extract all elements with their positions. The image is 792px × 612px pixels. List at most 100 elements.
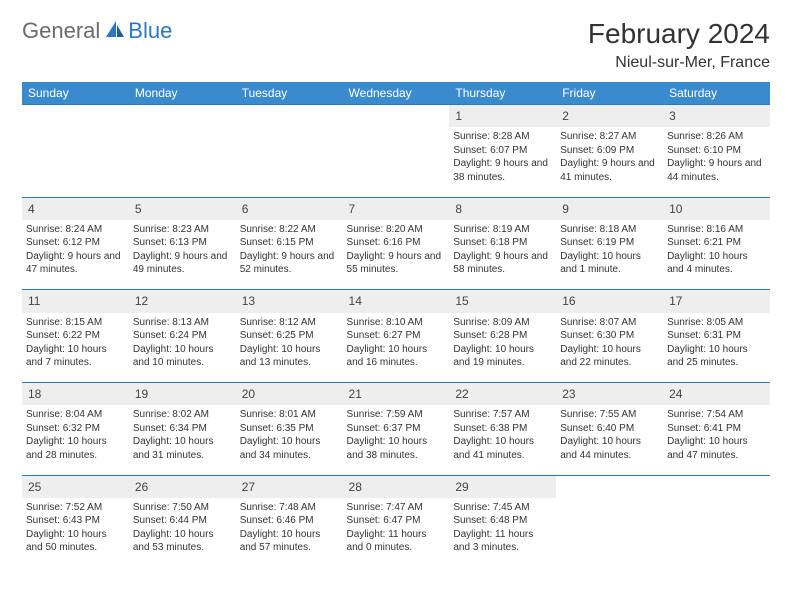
day-info-cell: Sunrise: 7:48 AMSunset: 6:46 PMDaylight:… xyxy=(236,498,343,568)
day-number-cell: 20 xyxy=(236,383,343,406)
day-number-cell: 21 xyxy=(343,383,450,406)
daylight-label: Daylight: 9 hours and 49 minutes. xyxy=(133,250,232,277)
daylight-label: Daylight: 10 hours and 19 minutes. xyxy=(453,343,552,370)
sunrise-label: Sunrise: 8:12 AM xyxy=(240,316,339,330)
day-info-cell xyxy=(236,127,343,197)
sunset-label: Sunset: 6:28 PM xyxy=(453,329,552,343)
day-info-cell: Sunrise: 8:05 AMSunset: 6:31 PMDaylight:… xyxy=(663,313,770,383)
day-number-cell: 3 xyxy=(663,105,770,128)
day-number-cell: 10 xyxy=(663,197,770,220)
sunset-label: Sunset: 6:10 PM xyxy=(667,144,766,158)
day-number-cell xyxy=(129,105,236,128)
day-number-cell: 9 xyxy=(556,197,663,220)
day-info-row: Sunrise: 7:52 AMSunset: 6:43 PM Daylight:… xyxy=(22,498,770,568)
daylight-label: Daylight: 10 hours and 47 minutes. xyxy=(667,435,766,462)
sunset-label: Sunset: 6:47 PM xyxy=(347,514,446,528)
sunset-label: Sunset: 6:34 PM xyxy=(133,422,232,436)
sunset-label: Sunset: 6:41 PM xyxy=(667,422,766,436)
daynum-row: 18192021222324 xyxy=(22,383,770,406)
month-title: February 2024 xyxy=(588,18,770,50)
sunrise-label: Sunrise: 7:57 AM xyxy=(453,408,552,422)
sunset-label: Sunset: 6:46 PM xyxy=(240,514,339,528)
day-info-row: Sunrise: 8:15 AMSunset: 6:22 PM Daylight:… xyxy=(22,313,770,383)
sunset-label: Sunset: 6:38 PM xyxy=(453,422,552,436)
weekday-header: Thursday xyxy=(449,82,556,105)
day-number-cell: 14 xyxy=(343,290,450,313)
sunrise-label: Sunrise: 8:13 AM xyxy=(133,316,232,330)
sunset-label: Sunset: 6:13 PM xyxy=(133,236,232,250)
sunset-label: Sunset: 6:32 PM xyxy=(26,422,125,436)
sunrise-label: Sunrise: 8:26 AM xyxy=(667,130,766,144)
sunset-label: Sunset: 6:22 PM xyxy=(26,329,125,343)
daylight-label: Daylight: 10 hours and 1 minute. xyxy=(560,250,659,277)
daylight-label: Daylight: 9 hours and 55 minutes. xyxy=(347,250,446,277)
sunrise-label: Sunrise: 8:15 AM xyxy=(26,316,125,330)
sunset-label: Sunset: 6:21 PM xyxy=(667,236,766,250)
day-number-cell: 6 xyxy=(236,197,343,220)
sunrise-label: Sunrise: 7:54 AM xyxy=(667,408,766,422)
sunrise-label: Sunrise: 8:02 AM xyxy=(133,408,232,422)
day-info-row: Sunrise: 8:28 AMSunset: 6:07 PMDaylight:… xyxy=(22,127,770,197)
daylight-label: Daylight: 10 hours and 10 minutes. xyxy=(133,343,232,370)
sunrise-label: Sunrise: 7:45 AM xyxy=(453,501,552,515)
location-label: Nieul-sur-Mer, France xyxy=(588,54,770,72)
daylight-label: Daylight: 9 hours and 38 minutes. xyxy=(453,157,552,184)
sunset-label: Sunset: 6:43 PM xyxy=(26,514,125,528)
day-info-row: Sunrise: 8:24 AMSunset: 6:12 PMDaylight:… xyxy=(22,220,770,290)
sunset-label: Sunset: 6:25 PM xyxy=(240,329,339,343)
daylight-label: Daylight: 9 hours and 52 minutes. xyxy=(240,250,339,277)
sunset-label: Sunset: 6:37 PM xyxy=(347,422,446,436)
daylight-label: Daylight: 10 hours and 13 minutes. xyxy=(240,343,339,370)
day-number-cell: 18 xyxy=(22,383,129,406)
day-number-cell: 16 xyxy=(556,290,663,313)
day-number-cell: 11 xyxy=(22,290,129,313)
sunrise-label: Sunrise: 7:59 AM xyxy=(347,408,446,422)
calendar-page: General Blue February 2024 Nieul-sur-Mer… xyxy=(0,0,792,586)
daylight-label: Daylight: 9 hours and 44 minutes. xyxy=(667,157,766,184)
sunset-label: Sunset: 6:24 PM xyxy=(133,329,232,343)
day-number-cell: 8 xyxy=(449,197,556,220)
day-info-cell xyxy=(556,498,663,568)
day-number-cell xyxy=(236,105,343,128)
day-number-cell: 29 xyxy=(449,475,556,498)
day-number-cell: 28 xyxy=(343,475,450,498)
day-number-cell xyxy=(343,105,450,128)
weekday-header: Friday xyxy=(556,82,663,105)
day-info-cell: Sunrise: 8:02 AMSunset: 6:34 PMDaylight:… xyxy=(129,405,236,475)
sunrise-label: Sunrise: 8:28 AM xyxy=(453,130,552,144)
daynum-row: 45678910 xyxy=(22,197,770,220)
day-number-cell: 17 xyxy=(663,290,770,313)
header: General Blue February 2024 Nieul-sur-Mer… xyxy=(22,18,770,72)
sunrise-label: Sunrise: 8:27 AM xyxy=(560,130,659,144)
day-number-cell: 27 xyxy=(236,475,343,498)
day-info-cell xyxy=(663,498,770,568)
sunrise-label: Sunrise: 8:04 AM xyxy=(26,408,125,422)
weekday-header: Saturday xyxy=(663,82,770,105)
day-info-cell: Sunrise: 8:28 AMSunset: 6:07 PMDaylight:… xyxy=(449,127,556,197)
daylight-label: Daylight: 10 hours and 34 minutes. xyxy=(240,435,339,462)
day-number-cell xyxy=(22,105,129,128)
sunrise-label: Sunrise: 7:52 AM xyxy=(26,501,125,515)
day-info-cell: Sunrise: 8:27 AMSunset: 6:09 PMDaylight:… xyxy=(556,127,663,197)
sunset-label: Sunset: 6:40 PM xyxy=(560,422,659,436)
daylight-label: Daylight: 10 hours and 41 minutes. xyxy=(453,435,552,462)
daylight-label: Daylight: 11 hours and 0 minutes. xyxy=(347,528,446,555)
day-number-cell: 13 xyxy=(236,290,343,313)
day-info-cell: Sunrise: 7:47 AMSunset: 6:47 PMDaylight:… xyxy=(343,498,450,568)
sunrise-label: Sunrise: 8:10 AM xyxy=(347,316,446,330)
day-info-cell: Sunrise: 7:45 AMSunset: 6:48 PMDaylight:… xyxy=(449,498,556,568)
day-number-cell: 23 xyxy=(556,383,663,406)
day-number-cell: 24 xyxy=(663,383,770,406)
daynum-row: 123 xyxy=(22,105,770,128)
day-info-cell xyxy=(343,127,450,197)
sunset-label: Sunset: 6:44 PM xyxy=(133,514,232,528)
daylight-label: Daylight: 9 hours and 41 minutes. xyxy=(560,157,659,184)
day-info-cell xyxy=(129,127,236,197)
day-info-row: Sunrise: 8:04 AMSunset: 6:32 PM Daylight:… xyxy=(22,405,770,475)
day-number-cell: 7 xyxy=(343,197,450,220)
sunset-label: Sunset: 6:31 PM xyxy=(667,329,766,343)
daylight-label: Daylight: 11 hours and 3 minutes. xyxy=(453,528,552,555)
sunset-label: Sunset: 6:12 PM xyxy=(26,236,125,250)
sunset-label: Sunset: 6:09 PM xyxy=(560,144,659,158)
weekday-header: Tuesday xyxy=(236,82,343,105)
